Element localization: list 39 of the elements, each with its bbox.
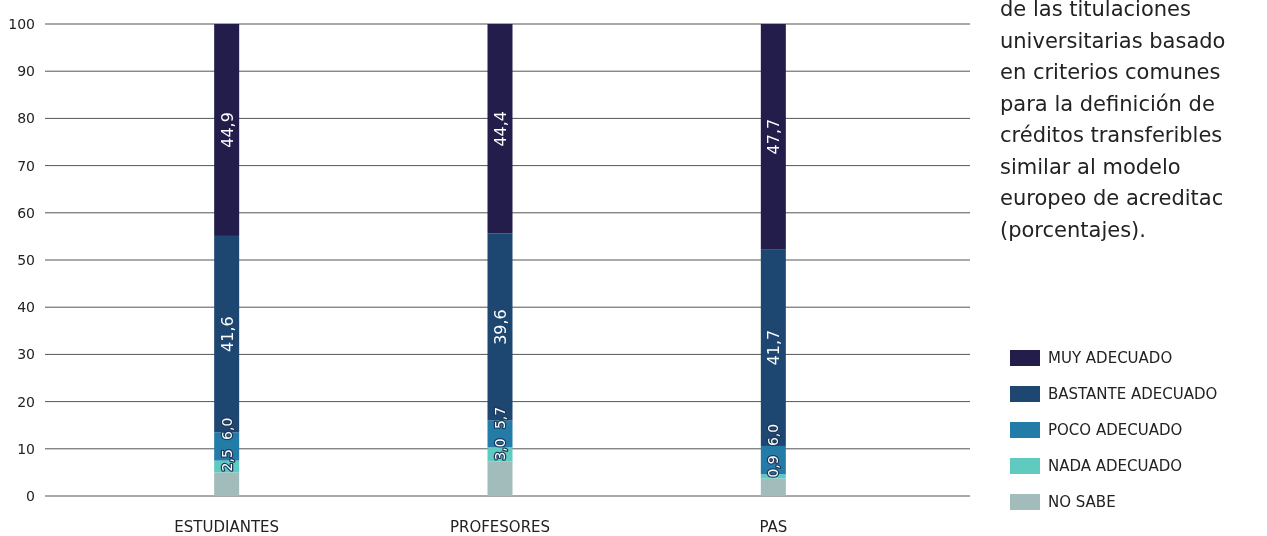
y-tick-label: 80 bbox=[17, 110, 35, 127]
y-tick-label: 50 bbox=[17, 251, 35, 268]
bar bbox=[760, 478, 786, 496]
data-label: 0,9 bbox=[765, 455, 782, 478]
data-label: 39,6 bbox=[491, 309, 510, 345]
data-label: 47,7 bbox=[764, 118, 784, 155]
legend-label: BASTANTE ADECUADO bbox=[1048, 385, 1218, 404]
data-label: 6,0 bbox=[765, 423, 782, 447]
y-tick-label: 20 bbox=[17, 393, 35, 410]
data-label: 6,0 bbox=[218, 417, 235, 440]
legend-label: POCO ADECUADO bbox=[1048, 421, 1183, 440]
data-label: 2,5 bbox=[218, 449, 235, 472]
y-tick-label: 100 bbox=[8, 15, 35, 32]
y-tick-label: 0 bbox=[26, 487, 35, 504]
bar bbox=[214, 472, 240, 496]
data-label: 3,0 bbox=[492, 438, 508, 461]
bar bbox=[487, 24, 513, 234]
bar bbox=[760, 249, 786, 446]
x-tick-label: ESTUDIANTES bbox=[174, 518, 280, 536]
y-tick-label: 60 bbox=[17, 204, 35, 221]
bar bbox=[487, 461, 513, 496]
y-tick-label: 30 bbox=[17, 346, 35, 363]
y-tick-label: 40 bbox=[17, 299, 35, 316]
legend-label: NO SABE bbox=[1048, 493, 1116, 512]
bar bbox=[760, 24, 786, 250]
x-tick-label: PAS bbox=[759, 518, 788, 536]
data-label: 5,7 bbox=[492, 406, 508, 430]
x-tick-label: PROFESORES bbox=[449, 518, 551, 536]
data-label: 44,9 bbox=[217, 112, 237, 148]
bar bbox=[214, 24, 240, 236]
data-label: 41,6 bbox=[217, 316, 237, 352]
data-label: 44,4 bbox=[491, 110, 510, 147]
y-tick-label: 10 bbox=[17, 440, 35, 457]
legend-label: NADA ADECUADO bbox=[1048, 457, 1183, 476]
text: de las titulaciones universitarias basado en criterios comunes para la definición de créditos transferibles similar al modelo europeo de acreditac (porcentajes). bbox=[1000, 0, 1226, 242]
y-tick-label: 90 bbox=[17, 63, 35, 80]
y-tick-label: 70 bbox=[17, 157, 35, 174]
legend-label: MUY ADECUADO bbox=[1048, 349, 1173, 368]
data-label: 41,7 bbox=[764, 329, 784, 366]
